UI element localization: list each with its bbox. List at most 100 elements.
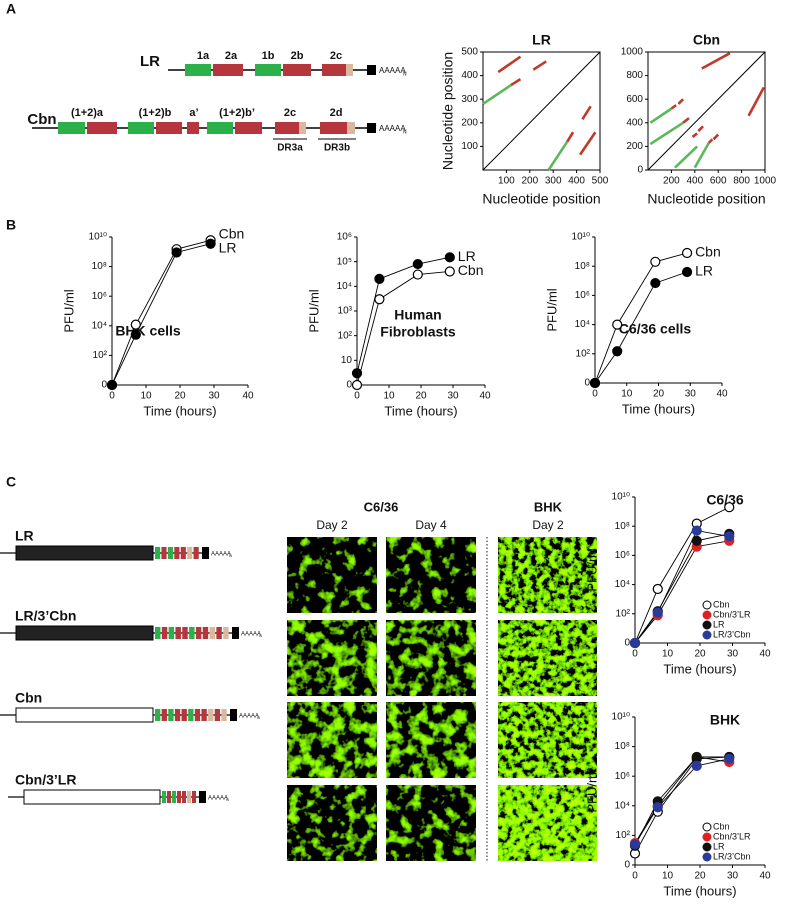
x-tick-label: 30 (727, 649, 739, 660)
repeat-box (207, 122, 233, 134)
x-tick-label: 40 (759, 649, 771, 660)
annotation: BHK cells (115, 323, 181, 339)
y-tick-label: 10² (616, 830, 631, 841)
micrograph (287, 702, 377, 778)
y-tick-label: 10⁴ (615, 800, 630, 811)
y-tick-label: 0 (584, 378, 590, 389)
repeat-box (346, 64, 353, 76)
legend-label: LR/3’Cbn (713, 629, 751, 639)
dot-segment (677, 98, 685, 105)
y-tick-label: 10⁶ (92, 291, 107, 302)
utr-repeat (175, 627, 181, 639)
construct-name: Cbn (15, 690, 42, 706)
chart-title: LR (532, 32, 551, 48)
y-tick-label: 10² (616, 608, 631, 619)
y-tick-label: 0 (101, 380, 107, 391)
series-line (594, 271, 688, 384)
series-line (111, 239, 211, 386)
marker (130, 329, 141, 340)
utr-repeat (187, 547, 193, 559)
series-line (634, 530, 730, 644)
micrograph (386, 702, 476, 778)
y-tick-label: 0 (637, 165, 643, 176)
legend-marker (702, 620, 712, 630)
micrograph (287, 537, 377, 613)
series-line (634, 756, 730, 854)
repeat-box (275, 122, 299, 134)
utr-repeat (214, 709, 221, 721)
dot-segment (497, 55, 522, 74)
y-axis-label: PFU/ml (584, 769, 599, 812)
marker (106, 379, 118, 391)
x-tick-label: 20 (415, 391, 427, 402)
construct-name: LR/3’Cbn (15, 608, 76, 624)
annotation: C6/36 cells (619, 321, 692, 337)
element-label: (1+2)a (71, 107, 104, 119)
x-tick-label: 40 (759, 871, 771, 882)
x-tick-label: 0 (592, 389, 598, 400)
series-label: Cbn (695, 244, 721, 260)
marker (652, 583, 663, 595)
utr-repeat (167, 791, 171, 803)
micrograph (287, 620, 377, 696)
repeat-box (213, 64, 243, 76)
marker (652, 607, 663, 618)
marker (681, 247, 693, 259)
legend-marker (702, 852, 712, 862)
utr-repeat (182, 791, 186, 803)
x-tick-label: 40 (716, 389, 728, 400)
y-tick-label: 1000 (621, 47, 644, 58)
x-tick-label: 20 (694, 871, 706, 882)
x-tick-label: 10 (140, 391, 152, 402)
micrograph-day: Day 2 (532, 518, 564, 532)
dot-segment (566, 131, 575, 143)
marker (351, 379, 363, 391)
series-label: LR (219, 240, 237, 256)
poly-a: AAAAA (241, 632, 261, 638)
x-tick-label: 40 (242, 391, 254, 402)
utr-repeat (216, 627, 222, 639)
marker (589, 377, 601, 389)
legend-marker (702, 842, 712, 852)
marker (130, 319, 141, 330)
dot-segment (670, 104, 677, 110)
repeat-box (322, 64, 346, 76)
utr-repeat (194, 709, 201, 721)
repeat-box (58, 122, 85, 134)
marker (691, 535, 702, 546)
series-label: LR (695, 263, 713, 279)
utr-repeat (223, 627, 229, 639)
legend-label: Cbn (713, 599, 730, 609)
y-axis-label: Nucleotide position (440, 52, 456, 170)
y-tick-label: 600 (626, 94, 643, 105)
micrograph-header: C6/36 (364, 499, 399, 514)
series-line (634, 758, 730, 845)
x-tick-label: 20 (174, 391, 186, 402)
dot-segment (691, 132, 698, 138)
x-tick-label: 400 (568, 176, 585, 187)
y-tick-label: 10⁴ (92, 320, 107, 331)
y-tick-label: 10² (576, 348, 591, 359)
plot-frame (482, 51, 601, 171)
chart-title: Cbn (693, 32, 720, 48)
y-axis-label: PFU/ml (544, 288, 559, 331)
y-axis-label: PFU/ml (306, 289, 321, 332)
x-tick-label: 20 (653, 389, 665, 400)
dot-segment (532, 60, 547, 71)
end-box (199, 791, 206, 803)
series-label: LR (458, 248, 476, 264)
micrograph-header: BHK (534, 499, 563, 514)
legend-marker (702, 600, 712, 610)
legend-label: LR (713, 619, 725, 629)
marker (612, 346, 623, 357)
y-tick-label: 300 (461, 94, 478, 105)
element-label: a’ (189, 107, 198, 119)
utr-repeat (174, 709, 181, 721)
x-tick-label: 30 (208, 391, 220, 402)
repeat-box (299, 122, 306, 134)
annotation: Human (394, 307, 441, 323)
dot-segment (510, 78, 522, 87)
x-tick-label: 300 (545, 176, 562, 187)
poly-a-sub: N (403, 129, 407, 135)
construct-body (23, 789, 161, 805)
